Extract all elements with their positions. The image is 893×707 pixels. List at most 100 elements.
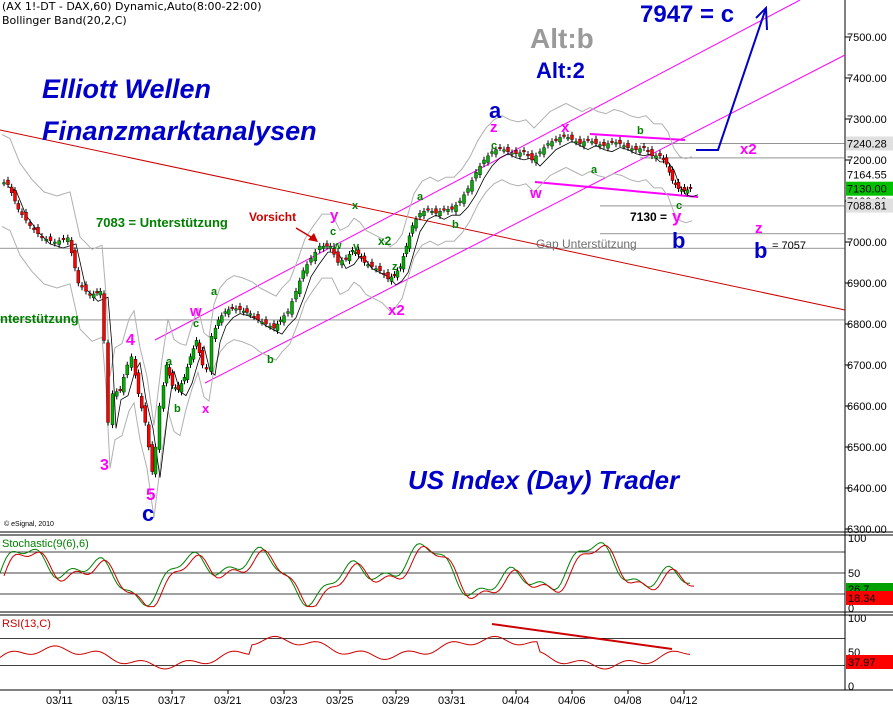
red-downtrend-line — [0, 129, 846, 311]
candle-body — [200, 350, 205, 366]
wave-label: x2 — [388, 302, 405, 319]
candle-body — [260, 321, 264, 324]
candle-body — [414, 219, 418, 229]
candle-body — [227, 309, 231, 315]
candle-body — [238, 305, 242, 310]
candle-body — [630, 148, 634, 151]
magenta-wedge-lower — [534, 181, 699, 198]
eq-7057-label: = 7057 — [772, 240, 806, 252]
price-tick-label: 6800.00 — [847, 319, 887, 331]
candle-body — [594, 138, 598, 144]
rsi-value-box — [846, 655, 893, 669]
candle-body — [336, 251, 340, 263]
candle-body — [143, 405, 147, 423]
candle-body — [150, 444, 154, 472]
candle-body — [359, 256, 364, 259]
candle-body — [546, 143, 550, 146]
candle-body — [404, 245, 409, 255]
price-label: 7088.81 — [847, 201, 887, 213]
candle-body — [526, 154, 530, 157]
candle-body — [370, 261, 374, 267]
candle-body — [176, 384, 181, 390]
wave-label: z — [755, 220, 763, 237]
candle-body — [204, 367, 209, 370]
candle-body — [574, 141, 578, 144]
candle-body — [275, 323, 280, 331]
bollinger-lower — [1, 166, 693, 518]
candle-body — [386, 272, 390, 280]
candle-body — [566, 137, 570, 140]
candle-body — [395, 270, 400, 278]
rsi-tick-label: 100 — [848, 613, 866, 625]
wave-label: w — [332, 240, 342, 252]
date-label: 04/04 — [502, 695, 530, 707]
candle-body — [223, 311, 227, 314]
trend-channels — [0, 0, 846, 384]
stoch-line-main — [0, 542, 691, 607]
vorsicht-label: Vorsicht — [249, 210, 296, 224]
candle-body — [194, 340, 199, 347]
wave-label: w — [189, 303, 202, 320]
candle-body — [20, 211, 24, 215]
price-tick-label: 7500.00 — [847, 32, 887, 44]
candle-body — [366, 264, 370, 267]
candle-body — [498, 147, 502, 149]
candle-body — [325, 243, 329, 247]
wave-label: z — [490, 119, 498, 136]
price-label: 7164.55 — [847, 170, 887, 182]
candle-body — [344, 257, 348, 260]
candle-body — [220, 315, 224, 323]
price-labels: 7240.28 7164.55 7130.00 7088.81 — [846, 136, 893, 213]
candle-body — [278, 319, 283, 322]
candle-body — [216, 319, 221, 326]
candle-body — [446, 208, 450, 212]
candle-body — [76, 270, 81, 284]
candle-body — [454, 204, 458, 212]
candle-body — [514, 150, 518, 155]
wave-label: c — [193, 318, 199, 330]
candle-body — [48, 236, 53, 241]
wave-label: c — [676, 200, 682, 212]
stoch-d-value: 18.34 — [848, 593, 876, 605]
candle-body — [401, 256, 406, 270]
candle-body — [2, 182, 6, 185]
wave-label: b — [452, 219, 459, 231]
candle-body — [562, 134, 566, 137]
date-label: 03/17 — [158, 695, 186, 707]
candle-body — [518, 152, 522, 157]
wave-label: x — [202, 401, 210, 416]
projection-arrowhead — [755, 5, 768, 31]
candle-body — [679, 189, 684, 192]
alt-b-label: Alt:b — [530, 23, 594, 54]
candle-body — [88, 293, 92, 296]
gap-support-label: Gap Unterstützung — [536, 237, 637, 251]
candle-body — [318, 245, 322, 250]
candle-body — [450, 206, 454, 210]
wave-label: x2 — [378, 234, 392, 248]
candle-body — [622, 145, 626, 148]
date-axis: 03/11 03/15 03/17 03/21 03/23 03/25 03/29 03/31… — [46, 690, 698, 707]
wave-label: a — [417, 191, 424, 203]
price-tick-label: 7400.00 — [847, 73, 887, 85]
candle-body — [664, 157, 669, 165]
candle-body — [9, 186, 14, 193]
candle-body — [28, 222, 32, 226]
candle-body — [688, 187, 693, 189]
candle-body — [582, 141, 586, 147]
candle-body — [682, 187, 687, 191]
candle-body — [290, 301, 294, 315]
rsi-line-main — [0, 635, 691, 670]
candle-body — [282, 315, 286, 323]
header-line2: Bollinger Band(20,2,C) — [2, 14, 127, 27]
wave-label: a — [211, 286, 218, 298]
candle-body — [506, 147, 510, 152]
candle-body — [248, 313, 253, 316]
candle-body — [106, 342, 110, 423]
bollinger-upper — [1, 102, 693, 426]
price-tick-label: 6900.00 — [847, 278, 887, 290]
wave-label: y — [353, 241, 360, 253]
stoch-tick-label: 100 — [848, 533, 866, 545]
